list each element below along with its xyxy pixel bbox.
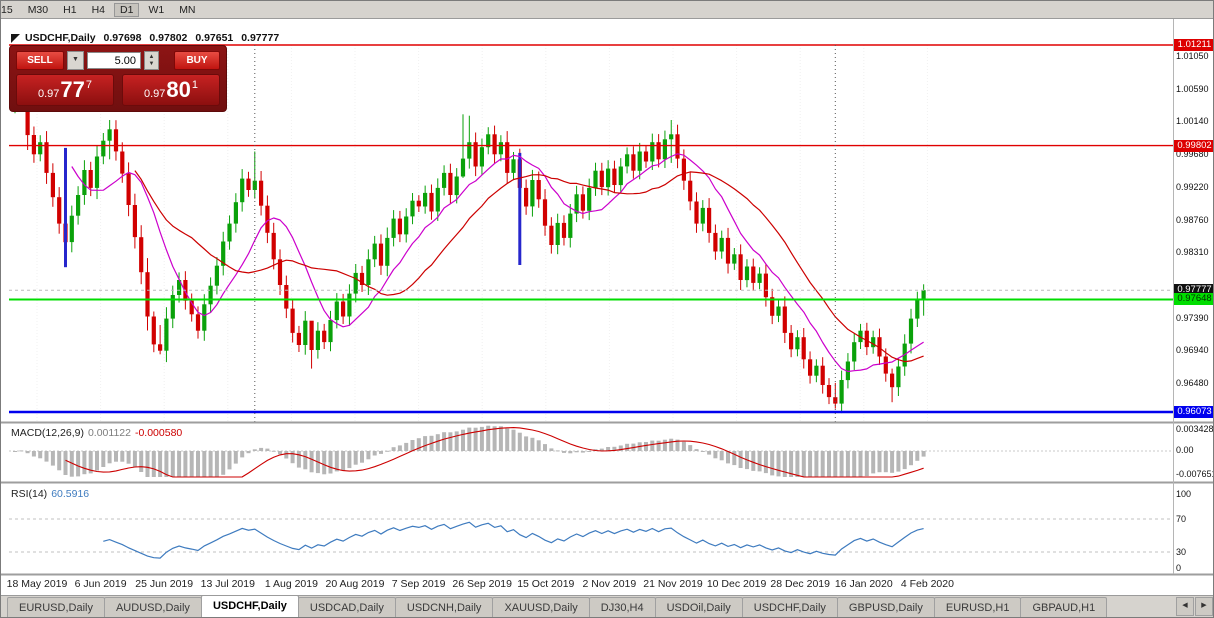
date-axis-label: 28 Dec 2019 <box>770 578 830 590</box>
date-axis-label: 1 Aug 2019 <box>264 578 318 590</box>
date-axis-label: 6 Jun 2019 <box>74 578 127 590</box>
tab-scroll-buttons: ◀ ▶ <box>1176 597 1213 616</box>
timeframe-button-M30[interactable]: M30 <box>27 3 49 16</box>
timeframe-button-MN[interactable]: MN <box>179 3 196 16</box>
date-axis-label: 2 Nov 2019 <box>582 578 637 590</box>
chart-tab-GBPUSD-Daily[interactable]: GBPUSD,Daily <box>836 597 935 617</box>
buy-button[interactable]: BUY <box>174 51 220 70</box>
chart-tab-EURUSD-Daily[interactable]: EURUSD,Daily <box>7 597 105 617</box>
date-axis-label: 4 Feb 2020 <box>900 578 954 590</box>
date-axis-label: 15 Oct 2019 <box>517 578 575 590</box>
macd-axis-label: -0.007651 <box>1176 469 1214 479</box>
chevron-down-icon: ▼ <box>72 56 79 63</box>
chart-area: USDCHF,Daily 0.97698 0.97802 0.97651 0.9… <box>1 19 1214 595</box>
date-axis-label: 7 Sep 2019 <box>391 578 446 590</box>
rsi-value: 60.5916 <box>51 488 90 500</box>
timeframe-button-W1[interactable]: W1 <box>148 3 165 16</box>
price-axis-tick: 0.99220 <box>1176 182 1209 192</box>
arrow-up-icon: ▲ <box>148 53 155 60</box>
trade-panel-controls-row: SELL ▼ ▲▼ BUY <box>16 51 220 70</box>
rsi-axis-label: 100 <box>1176 489 1192 499</box>
sell-price-display[interactable]: 0.97 77 7 <box>16 74 114 106</box>
volume-stepper[interactable]: ▲ ▼ <box>144 51 159 70</box>
date-axis-label: 18 May 2019 <box>6 578 68 590</box>
price-axis-tick: 0.98310 <box>1176 247 1209 257</box>
chart-tab-USDOil-Daily[interactable]: USDOil,Daily <box>654 597 743 617</box>
macd-axis-label: 0.00 <box>1176 445 1194 455</box>
candlestick-chart-canvas[interactable] <box>1 19 1214 595</box>
price-axis-tick: 1.00590 <box>1176 84 1209 94</box>
buy-price-display[interactable]: 0.97 80 1 <box>122 74 220 106</box>
date-axis-label: 20 Aug 2019 <box>325 578 385 590</box>
price-axis-tick: 1.00140 <box>1176 116 1209 126</box>
date-axis-label: 25 Jun 2019 <box>135 578 194 590</box>
rsi-axis-label: 70 <box>1176 514 1187 524</box>
date-axis-label: 26 Sep 2019 <box>452 578 512 590</box>
timeframe-button-H4[interactable]: H4 <box>91 3 105 16</box>
buy-price-base: 0.97 <box>143 87 166 100</box>
chart-tab-USDCHF-Daily[interactable]: USDCHF,Daily <box>200 596 299 617</box>
timeframe-button-D1[interactable]: D1 <box>114 2 140 17</box>
chart-ohlc-header: USDCHF,Daily 0.97698 0.97802 0.97651 0.9… <box>25 32 284 44</box>
one-click-panel-toggle-icon[interactable] <box>11 34 20 43</box>
price-badge: 0.99802 <box>1174 140 1213 152</box>
chart-tab-EURUSD-H1[interactable]: EURUSD,H1 <box>933 597 1022 617</box>
one-click-trading-panel: SELL ▼ ▲▼ BUY 0.97 77 7 0.97 80 1 <box>9 45 227 112</box>
ohlc-low-value: 0.97651 <box>195 32 234 44</box>
buy-price-big-digits: 80 <box>166 77 191 102</box>
chart-tab-XAUUSD-Daily[interactable]: XAUUSD,Daily <box>492 597 590 617</box>
macd-indicator-label: MACD(12,26,9) 0.001122 -0.000580 <box>11 427 186 439</box>
price-axis-tick: 0.98760 <box>1176 215 1209 225</box>
chart-tab-USDCNH-Daily[interactable]: USDCNH,Daily <box>394 597 494 617</box>
timeframe-button-H1[interactable]: H1 <box>63 3 77 16</box>
trade-panel-prices-row: 0.97 77 7 0.97 80 1 <box>16 74 220 106</box>
timeframe-toolbar: 15 M30 H1 H4 D1 W1 MN <box>1 1 1213 19</box>
price-badge: 0.96073 <box>1174 406 1213 418</box>
sell-price-pip-digit: 7 <box>85 78 93 91</box>
price-badge: 1.01211 <box>1174 39 1213 51</box>
rsi-name: RSI(14) <box>11 488 48 500</box>
tab-scroll-right-button[interactable]: ▶ <box>1195 597 1213 616</box>
rsi-axis-label: 0 <box>1176 563 1182 573</box>
sell-price-big-digits: 77 <box>60 77 85 102</box>
price-badge: 0.97648 <box>1174 293 1213 305</box>
ohlc-open-value: 0.97698 <box>103 32 142 44</box>
price-axis-tick: 0.97390 <box>1176 313 1209 323</box>
macd-main-value: 0.001122 <box>87 427 131 439</box>
chart-symbol-label: USDCHF,Daily <box>25 32 96 44</box>
date-axis-label: 16 Jan 2020 <box>834 578 893 590</box>
buy-price-pip-digit: 1 <box>191 78 199 91</box>
rsi-indicator-label: RSI(14) 60.5916 <box>11 488 93 500</box>
price-axis-tick: 0.96940 <box>1176 345 1209 355</box>
price-axis-tick: 0.96480 <box>1176 378 1209 388</box>
ohlc-close-value: 0.97777 <box>241 32 280 44</box>
arrow-down-icon: ▼ <box>148 60 155 67</box>
chart-tab-GBPAUD-H1[interactable]: GBPAUD,H1 <box>1020 597 1108 617</box>
ohlc-high-value: 0.97802 <box>149 32 188 44</box>
chart-tab-USDCHF-Daily[interactable]: USDCHF,Daily <box>741 597 838 617</box>
tab-scroll-left-button[interactable]: ◀ <box>1176 597 1194 616</box>
chart-tab-USDCAD-Daily[interactable]: USDCAD,Daily <box>297 597 396 617</box>
chart-tab-DJ30-H4[interactable]: DJ30,H4 <box>588 597 656 617</box>
sell-price-base: 0.97 <box>37 87 60 100</box>
macd-axis-label: 0.003428 <box>1176 424 1214 434</box>
sell-button[interactable]: SELL <box>16 51 64 70</box>
macd-signal-value: -0.000580 <box>134 427 183 439</box>
date-axis-label: 13 Jul 2019 <box>200 578 255 590</box>
price-axis-tick: 0.99680 <box>1176 149 1209 159</box>
date-axis-label: 21 Nov 2019 <box>643 578 703 590</box>
chart-tabs-bar: EURUSD,Daily AUDUSD,Daily USDCHF,Daily USDC… <box>1 595 1213 617</box>
price-axis-tick: 1.01050 <box>1176 51 1209 61</box>
macd-name: MACD(12,26,9) <box>11 427 84 439</box>
timeframe-button-15[interactable]: 15 <box>1 3 13 16</box>
chart-tab-AUDUSD-Daily[interactable]: AUDUSD,Daily <box>103 597 202 617</box>
rsi-axis-label: 30 <box>1176 547 1187 557</box>
volume-dropdown-button[interactable]: ▼ <box>67 51 84 70</box>
volume-input[interactable] <box>87 52 141 69</box>
date-axis-label: 10 Dec 2019 <box>706 578 767 590</box>
